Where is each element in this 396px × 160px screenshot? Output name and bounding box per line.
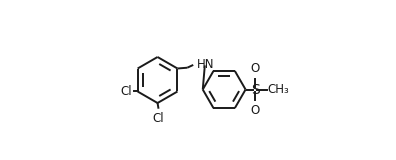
- Text: Cl: Cl: [120, 85, 131, 98]
- Text: CH₃: CH₃: [268, 83, 289, 96]
- Text: O: O: [251, 62, 260, 75]
- Text: HN: HN: [197, 58, 215, 71]
- Text: S: S: [251, 83, 260, 96]
- Text: O: O: [251, 104, 260, 117]
- Text: Cl: Cl: [152, 112, 164, 125]
